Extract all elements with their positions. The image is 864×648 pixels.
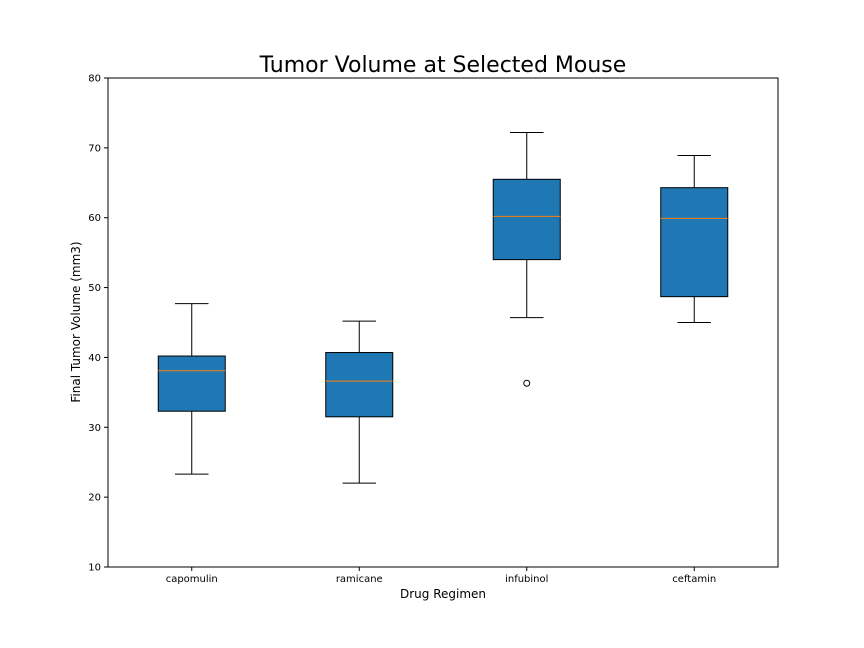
y-tick-label: 10 — [88, 563, 101, 574]
y-tick-label: 60 — [88, 213, 101, 224]
plot-frame — [107, 77, 779, 568]
chart-title: Tumor Volume at Selected Mouse — [259, 53, 627, 78]
x-tick-label: ramicane — [336, 574, 383, 585]
plot-area: 10 20 30 40 50 60 70 80 capomulin ramicane infubin… — [88, 74, 729, 585]
outlier-point — [523, 379, 531, 387]
box-ramicane — [325, 352, 394, 418]
box-capomulin — [157, 355, 226, 412]
x-tick-label: capomulin — [166, 574, 218, 585]
y-tick-label: 50 — [88, 283, 101, 294]
y-tick-label: 40 — [88, 353, 101, 364]
y-tick-label: 70 — [88, 143, 101, 154]
y-tick-label: 30 — [88, 423, 101, 434]
x-tick-label: ceftamin — [672, 574, 716, 585]
x-axis-label: Drug Regimen — [400, 587, 486, 601]
y-tick-label: 80 — [88, 74, 101, 85]
y-axis-label: Final Tumor Volume (mm3) — [69, 241, 83, 402]
y-tick-label: 20 — [88, 493, 101, 504]
box-infubinol — [492, 178, 561, 261]
box-ceftamin — [660, 187, 729, 298]
x-tick-label: infubinol — [505, 574, 548, 585]
